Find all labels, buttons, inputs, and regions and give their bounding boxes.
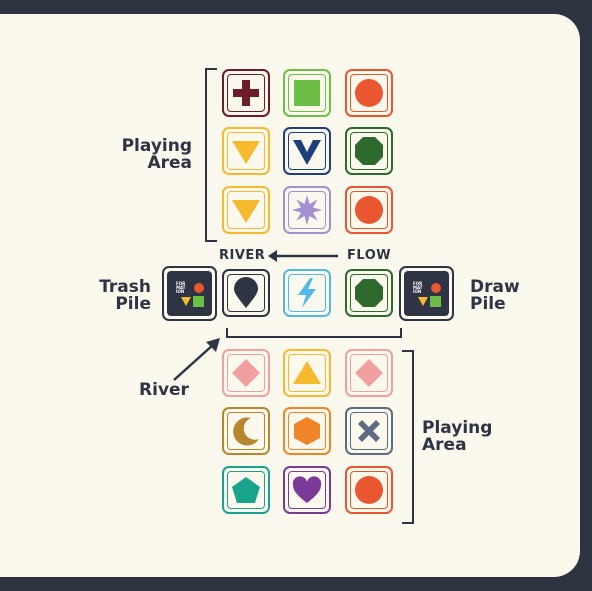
square-icon [294,80,320,106]
diamond-icon [355,359,383,387]
top-grid-card[interactable] [222,69,270,117]
top-grid-card[interactable] [345,186,393,234]
bottom-playing-area-label-line1: Playing [422,418,493,438]
river-card[interactable] [222,269,270,317]
draw-pile[interactable]: FOR MAT ION [399,266,454,321]
bottom-grid-card[interactable] [345,349,393,397]
river-card[interactable] [283,269,331,317]
river-flow-left-label: RIVER [219,248,266,263]
circle-icon [355,196,383,224]
bottom-grid-card[interactable] [283,407,331,455]
card-inner-border [288,132,326,170]
top-grid-card[interactable] [283,127,331,175]
formation-logo-icon [418,283,441,307]
draw-pile-label: Draw Pile [470,279,530,313]
draw-pile-logo-text: FOR MAT ION [413,281,423,294]
card-inner-border [227,471,265,509]
top-playing-area-bracket [205,68,217,242]
top-grid-card[interactable] [345,69,393,117]
diamond-icon [232,359,260,387]
draw-pile-label-line1: Draw [470,277,520,297]
circle-icon [355,476,383,504]
top-grid-card[interactable] [345,127,393,175]
card-inner-border [288,471,326,509]
bottom-grid-card[interactable] [283,466,331,514]
bolt-icon [298,278,316,308]
draw-pile-card-back: FOR MAT ION [404,271,449,316]
hexagon-icon [294,417,320,445]
bottom-grid-card[interactable] [345,466,393,514]
heart-icon [292,476,322,503]
top-grid-card[interactable] [283,186,331,234]
card-inner-border [350,191,388,229]
card-inner-border [288,191,326,229]
card-inner-border [350,274,388,312]
card-inner-border [288,74,326,112]
top-playing-area-label-line2: Area [147,153,192,173]
trash-pile[interactable]: FOR MAT ION [162,266,217,321]
card-inner-border [288,274,326,312]
bottom-grid-card[interactable] [222,407,270,455]
chevron-down-icon [293,140,321,165]
bottom-playing-area-bracket [402,350,414,524]
river-pointer-arrow-icon [173,338,220,381]
card-inner-border [227,412,265,450]
bottom-grid-card[interactable] [222,466,270,514]
river-card[interactable] [345,269,393,317]
river-label: River [139,380,189,400]
formation-logo-icon [181,283,204,307]
pentagon-icon [232,477,260,503]
triangle-down-icon [232,141,260,164]
draw-pile-label-line2: Pile [470,294,506,314]
triangle-down-icon [232,200,260,223]
triangle-up-icon [293,361,321,384]
trash-pile-label: Trash Pile [95,279,151,313]
card-inner-border [227,74,265,112]
x-icon [358,420,380,442]
trash-pile-label-line2: Pile [115,294,151,314]
trash-pile-logo-text: FOR MAT ION [176,281,186,294]
card-inner-border [350,132,388,170]
drop-icon [234,277,258,308]
moon-icon [233,417,259,446]
octagon-icon [355,279,383,307]
top-grid-card[interactable] [222,127,270,175]
card-inner-border [227,274,265,312]
card-inner-border [350,354,388,392]
top-grid-card[interactable] [222,186,270,234]
card-inner-border [227,132,265,170]
card-inner-border [227,354,265,392]
river-flow-right-label: FLOW [347,248,392,263]
card-inner-border [288,412,326,450]
card-inner-border [350,412,388,450]
card-inner-border [350,471,388,509]
river-flow-arrow-icon [268,250,338,262]
bottom-playing-area-label: Playing Area [422,420,512,454]
bottom-grid-card[interactable] [345,407,393,455]
circle-icon [355,79,383,107]
bottom-playing-area-label-line2: Area [422,435,467,455]
cross-icon [233,80,259,106]
river-bracket [226,328,402,338]
bottom-grid-card[interactable] [222,349,270,397]
top-grid-card[interactable] [283,69,331,117]
card-inner-border [288,354,326,392]
top-playing-area-label: Playing Area [110,138,192,172]
star8-icon [292,195,322,225]
trash-pile-label-line1: Trash [99,277,151,297]
trash-pile-card-back: FOR MAT ION [167,271,212,316]
card-inner-border [227,191,265,229]
card-inner-border [350,74,388,112]
top-playing-area-label-line1: Playing [121,136,192,156]
bottom-grid-card[interactable] [283,349,331,397]
octagon-icon [355,137,383,165]
